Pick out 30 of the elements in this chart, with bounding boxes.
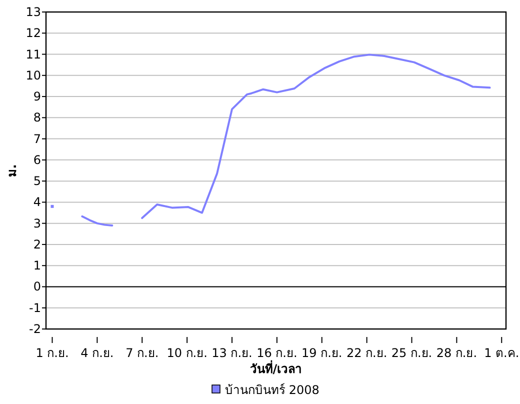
y-tick-label: 3 <box>33 216 41 230</box>
y-axis-title: ม. <box>5 164 19 177</box>
x-tick-label: 1 ก.ย. <box>36 346 69 360</box>
y-tick-label: 13 <box>26 5 41 19</box>
y-tick-label: 7 <box>33 132 41 146</box>
x-tick-label: 25 ก.ย. <box>391 346 432 360</box>
y-tick-label: 2 <box>33 237 41 252</box>
y-tick-label: 5 <box>33 174 41 188</box>
y-tick-label: 4 <box>33 195 41 210</box>
legend-label: บ้านกบินทร์ 2008 <box>225 383 320 397</box>
y-tick-label: 12 <box>26 26 41 40</box>
y-tick-label: 9 <box>33 90 41 104</box>
y-tick-label: 11 <box>26 47 41 62</box>
x-tick-label: 10 ก.ย. <box>166 346 208 360</box>
y-tick-label: -1 <box>29 300 41 315</box>
x-tick-label: 4 ก.ย. <box>80 346 114 360</box>
x-tick-label: 19 ก.ย. <box>302 346 342 360</box>
y-tick-label: 6 <box>33 152 41 167</box>
y-tick-label: 0 <box>33 280 41 294</box>
y-tick-label: 10 <box>26 68 41 82</box>
y-tick-label: -2 <box>29 322 41 336</box>
x-tick-label: 1 ต.ค. <box>484 346 520 360</box>
x-tick-label: 16 ก.ย. <box>256 346 298 360</box>
x-tick-label: 22 ก.ย. <box>346 346 388 360</box>
x-axis-title: วันที่/เวลา <box>250 360 302 376</box>
x-tick-label: 7 ก.ย. <box>126 346 159 360</box>
y-tick-label: 8 <box>33 110 41 125</box>
x-tick-label: 13 ก.ย. <box>212 346 252 360</box>
y-tick-label: 1 <box>33 258 41 273</box>
x-tick-label: 28 ก.ย. <box>436 346 478 360</box>
